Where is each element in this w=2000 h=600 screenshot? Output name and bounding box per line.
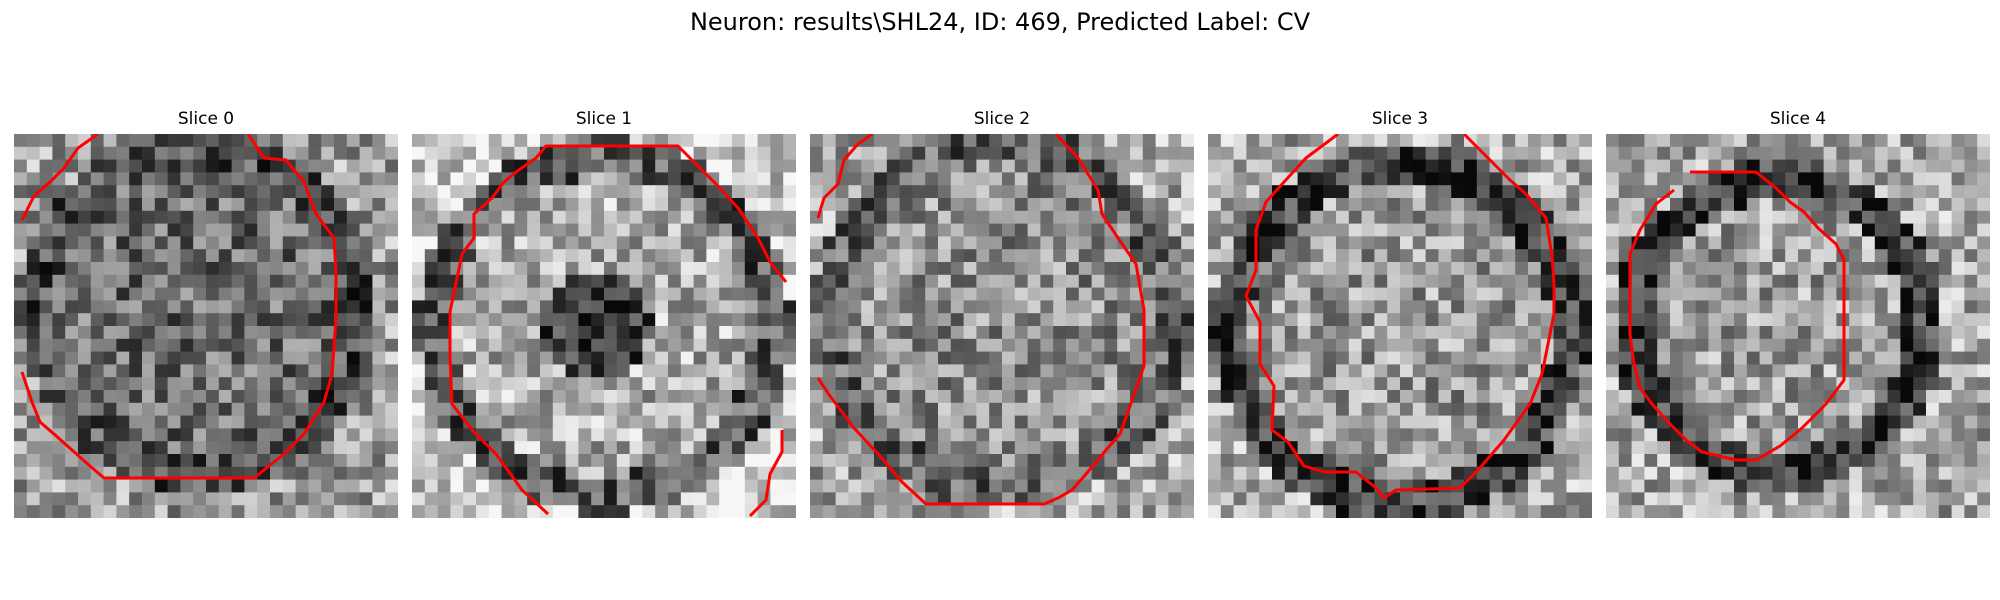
slice-panel-0: Slice 0 (14, 108, 398, 518)
cell-contour-1 (448, 144, 788, 516)
slice-title-4: Slice 4 (1769, 109, 1827, 129)
cell-contour-2b (816, 134, 1146, 506)
slice-panel-3: Slice 3 (1208, 108, 1592, 518)
slice-title-2: Slice 2 (973, 109, 1031, 129)
cell-contour-0b (20, 134, 338, 480)
slice-image-2 (810, 134, 1194, 518)
cell-contour-0 (20, 134, 99, 221)
slice-title-0: Slice 0 (177, 109, 235, 129)
figure-title: Neuron: results\SHL24, ID: 469, Predicte… (689, 8, 1311, 36)
slice-image-1 (412, 134, 796, 518)
cell-contour-2 (816, 134, 873, 219)
slice-image-4 (1606, 134, 1990, 518)
slice-title-1: Slice 1 (575, 109, 633, 129)
slice-pixels-0 (14, 134, 398, 518)
slice-pixels-2 (810, 134, 1194, 518)
cell-contour-1b (748, 430, 784, 518)
slice-panel-1: Slice 1 (412, 108, 796, 518)
slice-image-3 (1208, 134, 1592, 518)
slice-panel-4: Slice 4 (1606, 108, 1990, 518)
slice-pixels-3 (1208, 134, 1592, 518)
slice-title-3: Slice 3 (1371, 109, 1429, 129)
cell-contour-3 (1244, 134, 1556, 500)
slice-pixels-4 (1606, 134, 1990, 518)
cell-contour-4 (1628, 170, 1846, 462)
slice-pixels-1 (412, 134, 796, 518)
slice-panel-2: Slice 2 (810, 108, 1194, 518)
slice-image-0 (14, 134, 398, 518)
